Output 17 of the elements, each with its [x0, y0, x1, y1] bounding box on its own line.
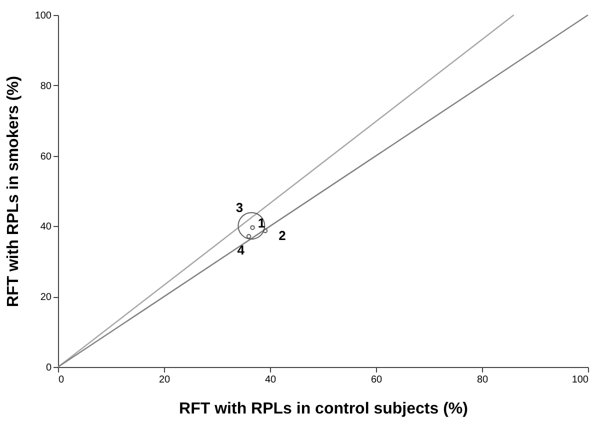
x-tick-label: 80 [476, 374, 488, 386]
x-tick-label: 0 [58, 374, 64, 386]
x-tick-label: 40 [264, 374, 276, 386]
x-axis-title: RFT with RPLs in control subjects (%) [179, 400, 468, 418]
y-tick-label: 80 [40, 80, 52, 92]
x-tick-label: 60 [370, 374, 382, 386]
annotation: 3 [236, 200, 244, 215]
x-tick-label: 20 [158, 374, 170, 386]
y-tick-label: 60 [40, 151, 52, 162]
y-tick-label: 40 [40, 222, 52, 233]
annotation: 2 [278, 228, 286, 243]
annotation: 4 [237, 242, 246, 258]
y-tick-label: 20 [40, 292, 52, 304]
y-tick-label: 0 [46, 362, 52, 374]
x-tick-label: 100 [572, 374, 589, 386]
y-axis-title: RFT with RPLs in smokers (%) [4, 76, 22, 308]
y-tick-label: 100 [34, 10, 52, 22]
